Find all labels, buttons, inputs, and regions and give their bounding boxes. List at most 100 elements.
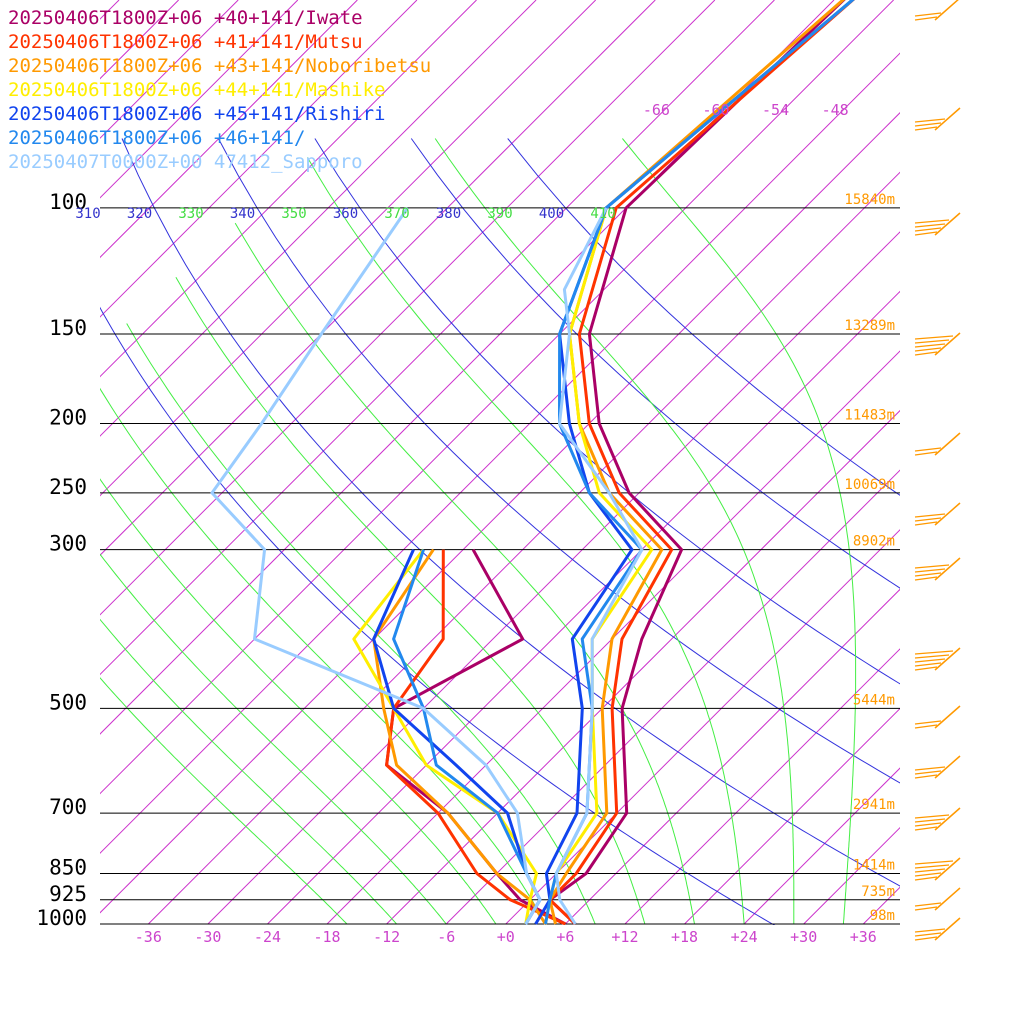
dry-adiabat-line: [314, 138, 900, 685]
dry-adiabat-line: [217, 138, 900, 784]
dry-adiabat-line: [100, 306, 776, 925]
pressure-label-200: 200: [49, 405, 87, 429]
isotherm-line: [100, 52, 900, 854]
wind-barb-flag: [914, 928, 946, 933]
moist-adiabat-line: [100, 677, 348, 925]
isotherm-top-label: -60: [702, 101, 729, 119]
moist-adiabat-line: [306, 157, 745, 925]
axis-labels: 100 15840m 150 13289m 200 11483m 250 10069m 300 8…: [36, 101, 895, 946]
wind-barb-flag: [914, 16, 938, 21]
wind-barb-flag: [914, 351, 938, 356]
wind-barb-flag: [914, 662, 942, 667]
dewpoint-profile-2: [372, 548, 547, 925]
theta-label: 320: [127, 206, 152, 222]
temperature-tick-label: +12: [611, 928, 638, 946]
wind-barb-staff: [934, 212, 961, 236]
height-label-250: 10069m: [844, 477, 895, 493]
wind-barb-flag: [914, 447, 942, 452]
wind-barb-flag: [914, 876, 938, 881]
wind-barb-flag: [914, 932, 942, 937]
wind-barb-flag: [914, 720, 942, 725]
isotherm-line: [100, 0, 656, 556]
isotherm-line: [100, 0, 537, 437]
isotherm-line: [862, 886, 900, 925]
temperature-tick-label: +18: [671, 928, 698, 946]
wind-barb-flag: [914, 227, 942, 232]
wind-barb: [914, 807, 961, 831]
temperature-profile-1: [548, 0, 856, 925]
wind-barb-staff: [934, 0, 959, 21]
wind-barbs: [914, 0, 961, 941]
wind-barb: [914, 432, 961, 456]
temperature-tick-label: -6: [437, 928, 455, 946]
theta-label: 330: [178, 206, 203, 222]
temperature-tick-label: -36: [135, 928, 162, 946]
wind-barb-flag: [914, 451, 938, 456]
wind-barb: [914, 0, 959, 21]
theta-label: 380: [436, 206, 461, 222]
wind-barb-flag: [914, 343, 946, 348]
wind-barb-flag: [914, 219, 950, 224]
isotherm-line: [100, 0, 477, 378]
wind-barb-flag: [914, 658, 946, 663]
temperature-tick-label: +36: [850, 928, 877, 946]
isotherm-line: [100, 112, 900, 914]
height-label-150: 13289m: [844, 318, 895, 334]
wind-barb-flag: [914, 860, 954, 865]
wind-barb-flag: [914, 872, 942, 877]
legend: 20250406T1800Z+06 +40+141/Iwate20250406T…: [8, 7, 431, 173]
wind-barb-staff: [934, 755, 961, 779]
theta-label: 350: [281, 206, 306, 222]
wind-barb-flag: [914, 666, 938, 671]
temperature-tick-label: -18: [314, 928, 341, 946]
wind-barb-staff: [934, 705, 961, 729]
background-lines: [100, 0, 900, 925]
pressure-label-300: 300: [49, 532, 87, 556]
moist-adiabat-line: [100, 553, 447, 925]
wind-barb-flag: [914, 12, 942, 17]
wind-barb-staff: [934, 432, 961, 456]
wind-barb-flag: [914, 864, 950, 869]
wind-barb-flag: [914, 822, 942, 827]
temperature-tick-label: -24: [254, 928, 281, 946]
isotherm-line: [565, 588, 900, 925]
wind-barb-staff: [934, 887, 961, 911]
legend-entry-4: 20250406T1800Z+06 +45+141/Rishiri: [8, 103, 386, 125]
theta-label: 370: [384, 206, 409, 222]
wind-barb: [914, 212, 961, 236]
isotherm-top-label: -54: [762, 101, 789, 119]
isobar-lines: [100, 207, 900, 925]
wind-barb-staff: [934, 107, 961, 131]
temperature-profile-0: [548, 0, 846, 925]
isotherm-line: [743, 767, 900, 925]
wind-barb-flag: [914, 654, 950, 659]
temperature-tick-label: -30: [194, 928, 221, 946]
wind-barb-flag: [914, 572, 942, 577]
wind-barb-flag: [914, 868, 946, 873]
isotherm-line: [100, 0, 775, 676]
theta-label: 390: [487, 206, 512, 222]
pressure-label-1000: 1000: [36, 906, 87, 930]
isotherm-line: [207, 231, 900, 925]
wind-barb-staff: [934, 502, 961, 526]
temperature-tick-label: +30: [790, 928, 817, 946]
wind-barb-flag: [914, 517, 942, 522]
temperature-tick-label: -12: [373, 928, 400, 946]
dewpoint-profile-1: [385, 549, 567, 925]
isotherm-line: [445, 469, 900, 925]
theta-label: 340: [230, 206, 255, 222]
height-label-850: 1414m: [853, 857, 895, 873]
height-label-300: 8902m: [853, 534, 895, 550]
wind-barb: [914, 857, 961, 881]
height-label-925: 735m: [861, 884, 895, 900]
isotherm-line: [100, 0, 835, 735]
wind-barb-staff: [934, 332, 961, 356]
wind-barb: [914, 917, 961, 941]
wind-barb-flag: [914, 568, 946, 573]
isotherm-line: [803, 826, 900, 925]
isotherm-line: [100, 0, 597, 497]
wind-barb-staff: [934, 857, 961, 881]
pressure-label-250: 250: [49, 475, 87, 499]
wind-barb-flag: [914, 335, 954, 340]
